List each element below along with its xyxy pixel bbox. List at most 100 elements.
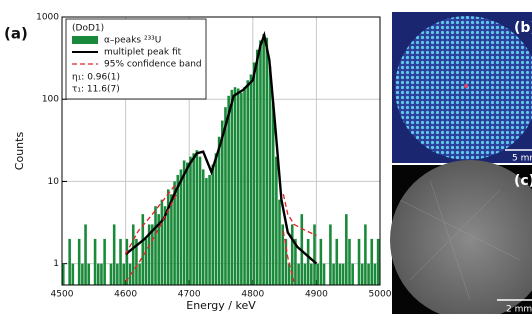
y-tick-label: 10 <box>48 177 60 187</box>
bar <box>221 121 224 285</box>
bar <box>78 239 81 285</box>
bar <box>291 224 294 285</box>
bar <box>196 150 199 285</box>
bar <box>297 264 300 285</box>
bar <box>259 40 262 285</box>
bar <box>332 264 335 285</box>
bar <box>266 38 269 285</box>
bar <box>215 153 218 285</box>
bar <box>100 264 103 285</box>
bar <box>367 264 370 285</box>
x-tick-label: 4800 <box>241 290 264 300</box>
y-axis-label: Counts <box>13 132 26 171</box>
bar <box>154 206 157 285</box>
bar <box>132 224 135 285</box>
bar <box>205 178 208 285</box>
bar <box>202 169 205 285</box>
bar <box>110 264 113 285</box>
bar <box>256 50 259 285</box>
annotation: τ₁: 11.6(7) <box>72 85 120 95</box>
bar <box>329 224 332 285</box>
bar <box>240 93 243 285</box>
panel-label: (c) <box>514 173 532 189</box>
bar <box>374 264 377 285</box>
bar <box>361 264 364 285</box>
bar <box>208 175 211 285</box>
panel-label: (a) <box>4 25 28 43</box>
bar <box>218 137 221 285</box>
bar <box>339 264 342 285</box>
bar <box>278 200 281 285</box>
bar <box>342 264 345 285</box>
bar <box>323 264 326 285</box>
bar <box>192 153 195 285</box>
bar <box>348 239 351 285</box>
bar <box>84 224 87 285</box>
bar <box>180 169 183 285</box>
x-tick-label: 4700 <box>178 290 201 300</box>
bar <box>161 200 164 285</box>
bar <box>304 264 307 285</box>
bar <box>246 80 249 285</box>
bar <box>94 239 97 285</box>
bar <box>237 89 240 285</box>
bar <box>122 264 125 285</box>
scale-label: 2 mm <box>506 305 532 314</box>
bar <box>116 264 119 285</box>
bar <box>234 87 237 285</box>
x-tick-label: 4600 <box>114 290 137 300</box>
bar <box>243 87 246 285</box>
bar <box>275 157 278 285</box>
bar <box>227 96 230 285</box>
legend-label: α–peaks ²³³U <box>104 36 161 46</box>
legend-title: (DoD1) <box>72 24 104 34</box>
y-tick-label: 100 <box>42 95 59 105</box>
x-tick-label: 4500 <box>51 290 74 300</box>
bar <box>138 264 141 285</box>
x-axis-label: Energy / keV <box>186 299 256 312</box>
bar <box>186 162 189 285</box>
x-tick-label: 4900 <box>305 290 328 300</box>
bar <box>269 67 272 286</box>
bar <box>313 224 316 285</box>
bar <box>335 239 338 285</box>
y-tick-label: 1000 <box>36 13 59 23</box>
y-tick-label: 1 <box>53 259 59 269</box>
figure: 5 mm (b) 2 mm (c) (a) Counts Energy / ke… <box>0 0 532 314</box>
bar <box>170 194 173 285</box>
bar <box>345 214 348 285</box>
bar <box>189 157 192 285</box>
bar <box>310 264 313 285</box>
bar <box>377 239 380 285</box>
bar <box>113 224 116 285</box>
legend-swatch <box>72 36 98 44</box>
bar <box>253 62 256 285</box>
bar <box>81 264 84 285</box>
bar <box>97 264 100 285</box>
bar <box>262 34 265 285</box>
bar <box>250 74 253 285</box>
bar <box>231 90 234 285</box>
bar <box>72 264 75 285</box>
bar <box>211 165 214 285</box>
bar <box>119 239 122 285</box>
bar <box>224 107 227 285</box>
scale-label: 5 mm <box>512 154 532 164</box>
bar <box>145 239 148 285</box>
bar <box>68 239 71 285</box>
bar <box>285 239 288 285</box>
image-panels: 5 mm (b) 2 mm (c) <box>390 12 532 314</box>
x-tick-label: 5000 <box>369 290 392 300</box>
legend-label: multiplet peak fit <box>104 48 182 58</box>
bar <box>87 264 90 285</box>
bar <box>103 239 106 285</box>
bar <box>183 160 186 285</box>
legend: (DoD1)α–peaks ²³³U multiplet peak fit 95% … <box>66 19 206 99</box>
annotation: η₁: 0.96(1) <box>72 73 120 83</box>
bar <box>199 157 202 285</box>
legend-label: 95% confidence band <box>104 60 202 70</box>
image-b-spot <box>464 84 468 88</box>
bar <box>316 264 319 285</box>
bar <box>351 264 354 285</box>
bar <box>272 103 275 285</box>
